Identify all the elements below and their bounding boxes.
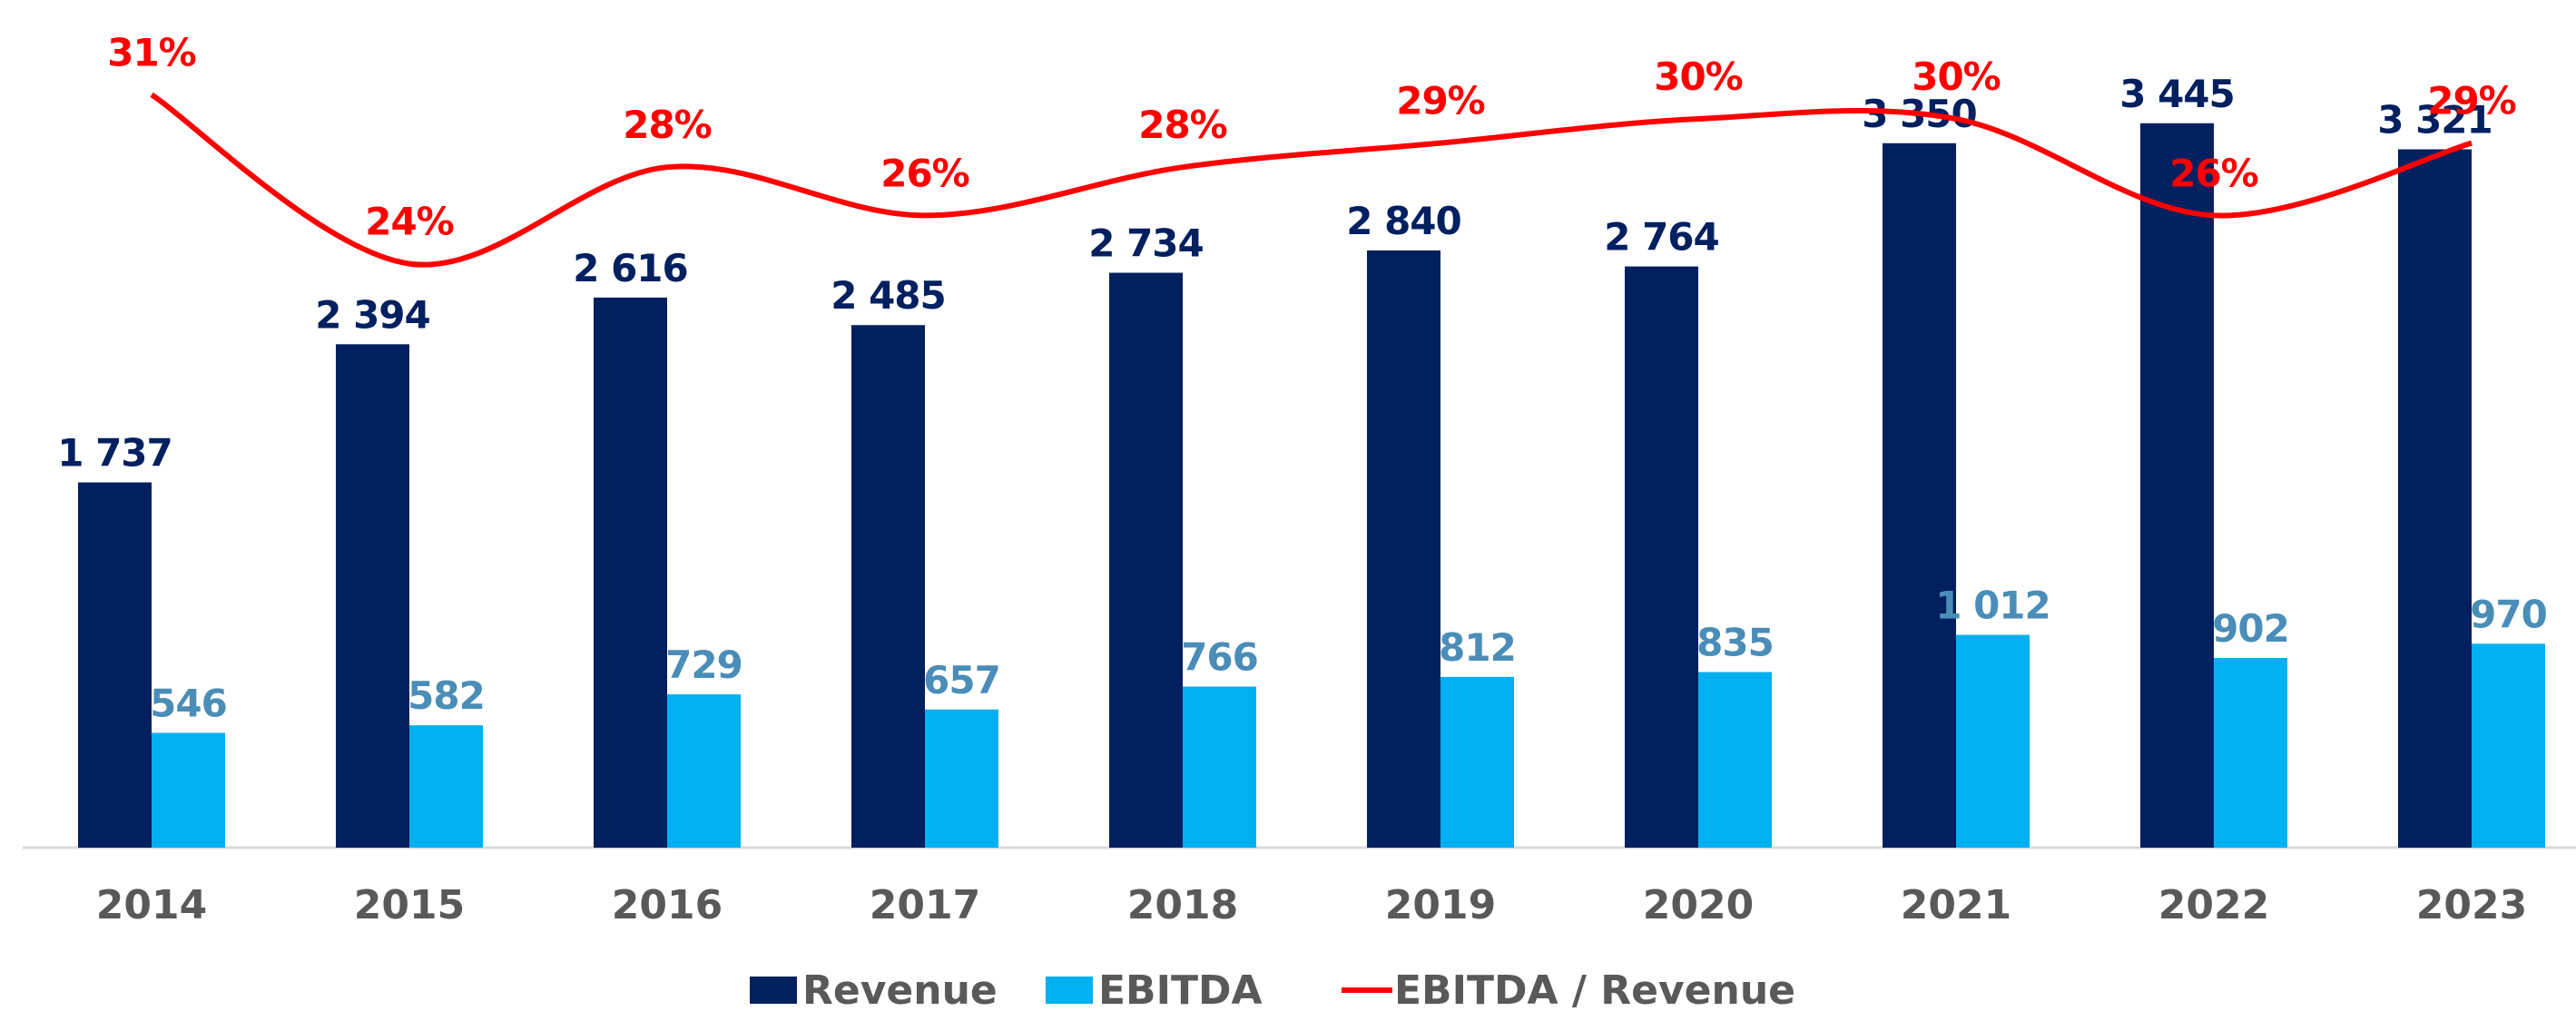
value-label: 2 840 <box>1346 199 1461 243</box>
bar <box>336 344 409 849</box>
legend-swatch <box>1046 977 1093 1004</box>
bar <box>2398 149 2472 849</box>
value-label: 2 616 <box>573 246 688 290</box>
value-label: 766 <box>1181 635 1258 680</box>
value-label: 582 <box>408 673 485 718</box>
value-label: 1 012 <box>1935 584 2050 628</box>
value-label: 2 764 <box>1604 215 1719 260</box>
bar <box>1367 250 1440 848</box>
value-label: 1 737 <box>57 431 172 476</box>
value-label: 2 485 <box>831 273 946 318</box>
x-tick-label: 2019 <box>1385 882 1496 928</box>
value-label: 902 <box>2212 606 2289 651</box>
x-tick-label: 2016 <box>612 882 723 928</box>
bar <box>1956 634 2030 848</box>
x-tick-label: 2021 <box>1901 882 2011 928</box>
bar <box>925 709 998 848</box>
x-tick-label: 2022 <box>2158 882 2269 928</box>
value-label: 812 <box>1439 625 1516 670</box>
value-label: 3 445 <box>2119 72 2235 116</box>
bar <box>2214 658 2287 848</box>
x-tick-label: 2018 <box>1127 882 1238 928</box>
value-label: 30% <box>1912 54 2001 99</box>
bar <box>667 694 741 848</box>
value-label: 26% <box>880 151 969 195</box>
x-tick-label: 2014 <box>96 882 207 928</box>
x-tick-label: 2017 <box>870 882 980 928</box>
ratio-line <box>150 92 2473 268</box>
bar <box>594 297 667 848</box>
value-label: 29% <box>1396 79 1485 123</box>
value-label: 30% <box>1654 54 1743 99</box>
value-label: 24% <box>365 200 454 244</box>
bar <box>78 482 152 848</box>
x-tick-label: 2015 <box>354 882 465 928</box>
value-label: 28% <box>623 103 712 147</box>
value-label: 2 734 <box>1088 221 1204 266</box>
value-label: 2 394 <box>315 292 430 337</box>
value-label: 546 <box>150 681 227 725</box>
legend-label: EBITDA / Revenue <box>1394 967 1795 1014</box>
bar <box>1440 676 1514 848</box>
value-label: 3 321 <box>2377 98 2492 142</box>
bar <box>1183 686 1256 848</box>
value-label: 835 <box>1696 621 1774 665</box>
value-label: 28% <box>1138 103 1227 147</box>
bar <box>2472 643 2545 848</box>
value-label: 31% <box>107 30 196 74</box>
bar <box>409 725 483 848</box>
bar <box>2140 123 2214 848</box>
bar <box>1698 672 1772 848</box>
x-tick-label: 2023 <box>2416 882 2527 928</box>
bar <box>152 732 225 848</box>
bar <box>1883 142 1956 848</box>
bar <box>1109 272 1183 848</box>
bar <box>1625 266 1698 849</box>
value-label: 729 <box>665 643 742 687</box>
value-label: 29% <box>2427 79 2516 123</box>
x-tick-label: 2020 <box>1643 882 1754 928</box>
bar <box>851 325 925 849</box>
legend-label: Revenue <box>802 967 998 1014</box>
value-label: 657 <box>923 658 1000 702</box>
legend-label: EBITDA <box>1098 967 1263 1014</box>
value-label: 970 <box>2470 592 2547 636</box>
value-label: 26% <box>2169 151 2258 195</box>
legend-swatch <box>750 977 797 1004</box>
